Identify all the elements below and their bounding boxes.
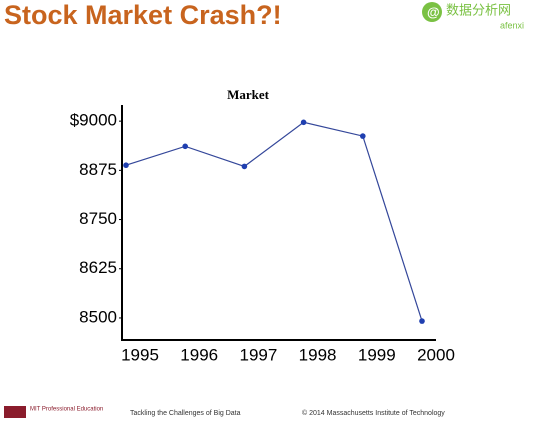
y-tick-label: 8500: [79, 307, 117, 326]
footer-logo: [4, 406, 26, 418]
series-line: [125, 121, 423, 322]
data-point: [360, 133, 366, 139]
watermark-icon: @: [427, 4, 440, 19]
x-tick-label: 1997: [239, 345, 277, 364]
y-tick-label: $9000: [70, 111, 117, 130]
y-tick-label: 8875: [79, 160, 117, 179]
x-tick-label: 1996: [180, 345, 218, 364]
watermark-name: 数据分析网: [446, 2, 511, 17]
footer-course: Tackling the Challenges of Big Data: [130, 410, 241, 417]
y-tick-label: 8750: [79, 209, 117, 228]
data-point: [300, 119, 307, 126]
footer-copyright: © 2014 Massachusetts Institute of Techno…: [302, 409, 445, 417]
data-point: [182, 143, 188, 150]
x-tick-label: 2000: [417, 345, 455, 364]
data-point: [241, 163, 248, 170]
y-tick-label: 8625: [79, 258, 117, 277]
data-point: [123, 162, 129, 169]
watermark-site: afenxi: [500, 20, 524, 30]
x-tick-label: 1998: [299, 345, 337, 364]
slide-title: Stock Market Crash?!: [4, 0, 282, 30]
x-tick-label: 1999: [358, 345, 396, 364]
data-point: [419, 318, 425, 324]
footer-org: MIT Professional Education: [30, 407, 103, 413]
x-tick-label: 1995: [121, 345, 159, 364]
chart-title: Market: [227, 87, 270, 102]
watermark-logo: [422, 2, 442, 22]
